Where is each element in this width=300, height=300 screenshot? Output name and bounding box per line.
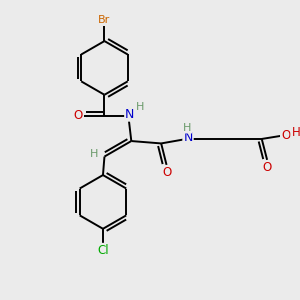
Text: N: N [125, 108, 134, 121]
Text: Br: Br [98, 15, 111, 25]
Text: O: O [262, 161, 272, 174]
Text: O: O [74, 109, 83, 122]
Text: H: H [90, 149, 98, 159]
Text: H: H [183, 123, 191, 133]
Text: O: O [162, 166, 171, 179]
Text: O: O [281, 130, 290, 142]
Text: H: H [291, 126, 300, 139]
Text: Cl: Cl [97, 244, 109, 257]
Text: N: N [183, 131, 193, 144]
Text: H: H [136, 102, 145, 112]
